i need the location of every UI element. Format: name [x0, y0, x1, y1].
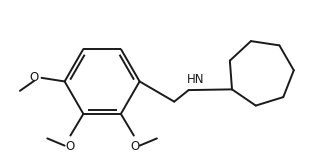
Text: O: O [29, 71, 39, 84]
Text: HN: HN [187, 73, 205, 86]
Text: O: O [130, 140, 139, 153]
Text: O: O [66, 140, 75, 153]
